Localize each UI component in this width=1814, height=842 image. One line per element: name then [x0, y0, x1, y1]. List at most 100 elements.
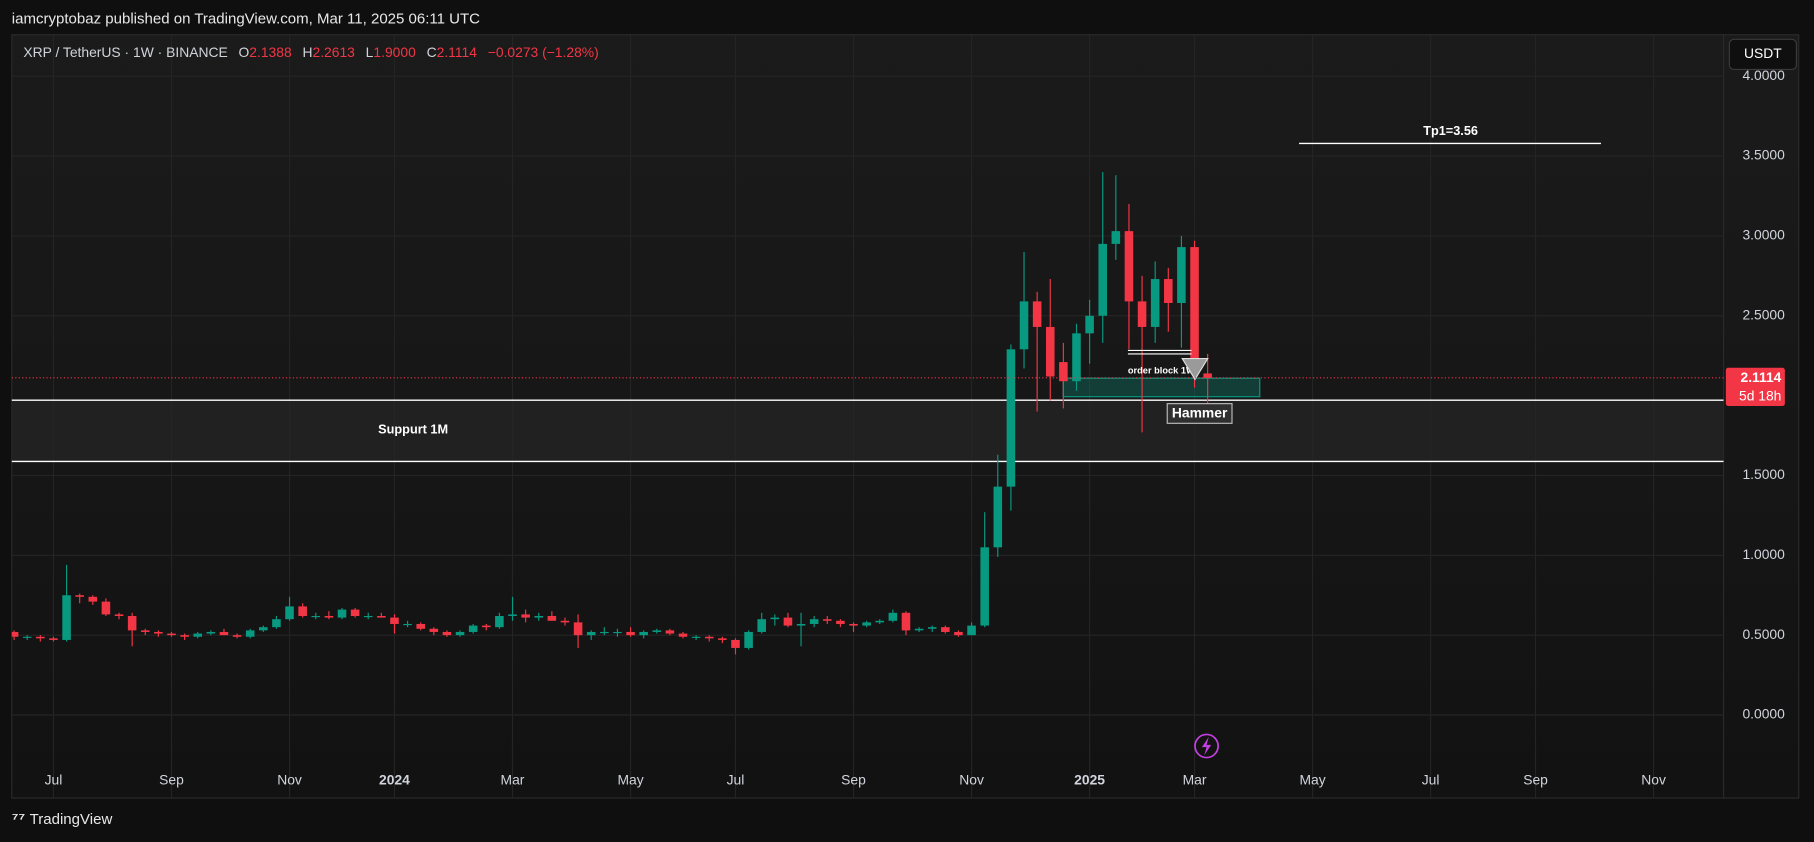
candle-body — [259, 627, 268, 631]
candle-body — [350, 609, 360, 616]
x-tick-label: Mar — [501, 771, 525, 787]
candle-body — [796, 623, 806, 626]
countdown-label: 5d 18h — [1739, 387, 1781, 403]
candle-body — [1032, 301, 1042, 327]
candle-body — [36, 636, 45, 639]
candle-body — [927, 627, 937, 629]
y-tick-label: 2.5000 — [1742, 306, 1785, 322]
y-tick-label: 3.5000 — [1742, 147, 1785, 163]
arrow-marker — [1181, 357, 1209, 381]
candle-body — [901, 612, 911, 631]
candle-body — [639, 631, 648, 636]
candle-body — [193, 633, 203, 637]
candle-body — [403, 623, 412, 626]
candle-body — [1098, 243, 1107, 316]
candle-body — [1177, 247, 1186, 303]
legend-key: O — [239, 44, 250, 60]
candle-body — [1085, 315, 1094, 334]
candle-body — [1164, 279, 1173, 303]
candle-body — [219, 631, 229, 636]
candle-body — [337, 609, 347, 618]
candle-body — [363, 615, 373, 618]
order-block-label: order block 1W — [1128, 366, 1195, 376]
symbol: XRP / TetherUS · 1W · BINANCE — [23, 44, 227, 60]
hammer-box — [1166, 403, 1233, 424]
price-axis: 0.0000 0.5000 1.0000 1.5000 2.5000 3.0000 3.50… — [1742, 67, 1785, 722]
x-tick-label: May — [1299, 771, 1325, 787]
candle-body — [1124, 231, 1134, 302]
candle-body — [75, 595, 84, 597]
x-tick-label: Jul — [1422, 771, 1440, 787]
candle-body — [967, 625, 976, 636]
candle-body — [22, 636, 32, 638]
legend-value: 2.2613 — [313, 44, 356, 60]
candle-body — [140, 630, 150, 632]
candle-body — [1190, 247, 1199, 374]
candle-body — [1072, 333, 1081, 382]
candle-body — [652, 630, 662, 632]
last-price-tag — [1725, 367, 1785, 406]
candle-body — [1203, 373, 1212, 378]
candle-body — [613, 631, 622, 634]
candle-body — [311, 615, 321, 618]
candle-body — [324, 615, 334, 618]
event-icon[interactable] — [1194, 733, 1219, 759]
candle-body — [862, 622, 871, 626]
candle-body — [586, 631, 596, 636]
y-tick-label: 1.0000 — [1742, 546, 1785, 562]
x-tick-label: Sep — [1523, 771, 1548, 787]
candle-body — [1150, 279, 1160, 327]
candle-body — [180, 635, 189, 637]
drawings-below: Suppurt 1M — [11, 377, 1724, 463]
candle-body — [573, 622, 583, 636]
candle-body — [245, 630, 255, 637]
candle-body — [993, 486, 1003, 548]
candle-body — [455, 631, 465, 636]
support-zone — [11, 400, 1724, 462]
candle-body — [167, 633, 176, 636]
order-block-zone — [1062, 377, 1261, 398]
x-tick-label: Sep — [841, 771, 866, 787]
brand-mark: ⁷⁷ — [12, 810, 30, 828]
candle-body — [836, 620, 845, 624]
candle-body — [691, 636, 701, 638]
candle-body — [114, 614, 124, 616]
candle-body — [600, 631, 609, 634]
candle-body — [678, 633, 688, 637]
x-tick-label: Mar — [1183, 771, 1207, 787]
drawings-above: Tp1=3.56 order block 1W Hammer — [1128, 123, 1601, 759]
candle-body — [206, 631, 216, 634]
candle-body — [377, 615, 386, 618]
candle-body — [154, 631, 163, 634]
candle-body — [468, 625, 478, 632]
candle-body — [954, 631, 963, 636]
candle-body — [626, 631, 635, 636]
candle-body — [849, 623, 858, 626]
x-tick-label: Nov — [959, 771, 984, 787]
candle-body — [560, 620, 570, 623]
candle-body — [1137, 301, 1147, 327]
y-tick-label: 4.0000 — [1742, 67, 1785, 83]
candle-body — [875, 620, 885, 623]
candle-body — [272, 619, 281, 628]
currency-button[interactable] — [1728, 38, 1797, 70]
candle-body — [62, 595, 71, 640]
candles — [11, 172, 1212, 655]
candle-body — [731, 639, 740, 648]
x-tick-label: Nov — [1641, 771, 1666, 787]
candle-body — [285, 606, 294, 620]
candle-body — [914, 628, 924, 631]
candle-body — [11, 631, 19, 637]
candle-body — [744, 631, 753, 648]
x-tick-label: 2024 — [379, 771, 410, 787]
candle-body — [665, 630, 675, 634]
currency-button-label[interactable]: USDT — [1744, 45, 1782, 61]
candle-body — [1006, 349, 1016, 487]
candle-body — [508, 614, 517, 616]
candle-body — [1111, 231, 1121, 244]
support-label: Suppurt 1M — [378, 422, 448, 437]
candle-body — [534, 615, 544, 618]
symbol-legend: XRP / TetherUS · 1W · BINANCE O2.1388 H2… — [23, 44, 598, 60]
